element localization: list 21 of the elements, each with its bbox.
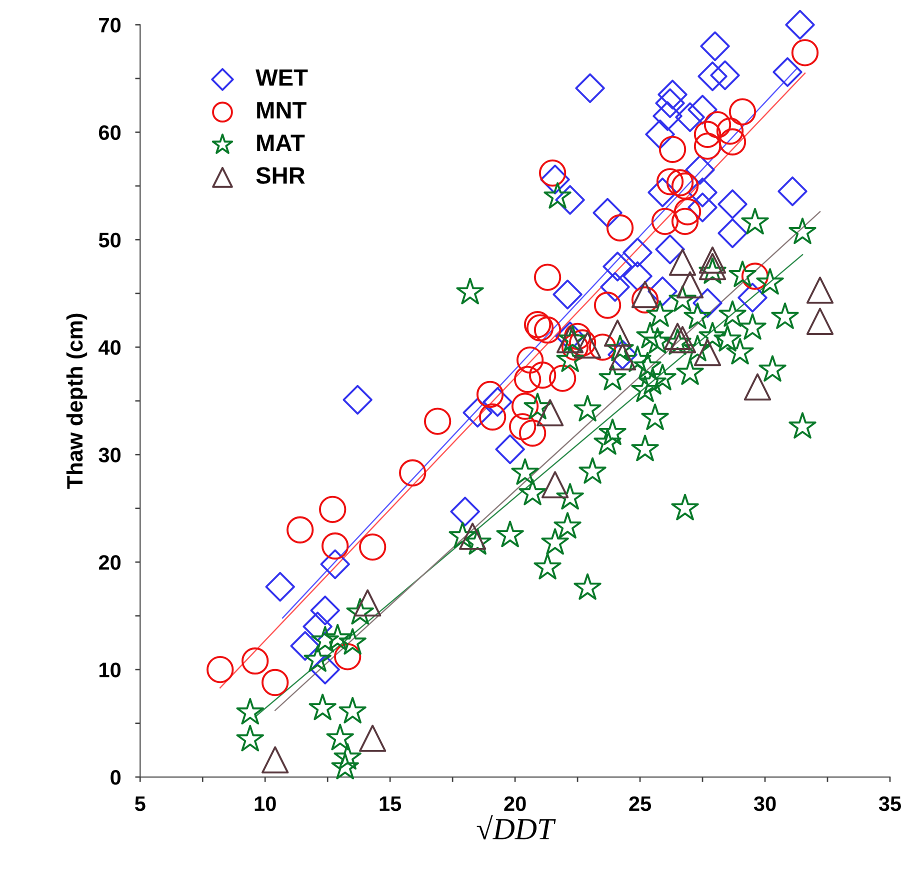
y-tick-label: 40: [98, 340, 121, 355]
x-tick-label: 5: [134, 796, 146, 812]
y-tick-label: 20: [98, 555, 121, 570]
y-tick-label: 50: [98, 232, 121, 248]
y-tick-label: 30: [98, 448, 121, 462]
x-axis-title: √DDT: [476, 815, 556, 840]
x-tick-label: 15: [380, 796, 402, 812]
y-tick-label: 0: [110, 770, 121, 785]
x-tick-label: 10: [254, 796, 276, 812]
y-axis-title: Thaw depth (cm): [66, 314, 88, 489]
y-tick-label: 10: [100, 662, 121, 678]
legend-label: WET: [256, 69, 308, 86]
x-tick-label: 30: [754, 796, 776, 812]
legend-label: MNT: [257, 102, 306, 118]
legend-label: SHR: [256, 167, 305, 184]
x-tick-label: 35: [878, 796, 901, 812]
legend-label: MAT: [257, 134, 305, 151]
x-tick-label: 25: [629, 796, 652, 812]
x-tick-label: 20: [504, 796, 526, 812]
y-tick-label: 60: [98, 125, 121, 140]
y-tick-label: 70: [99, 18, 121, 33]
